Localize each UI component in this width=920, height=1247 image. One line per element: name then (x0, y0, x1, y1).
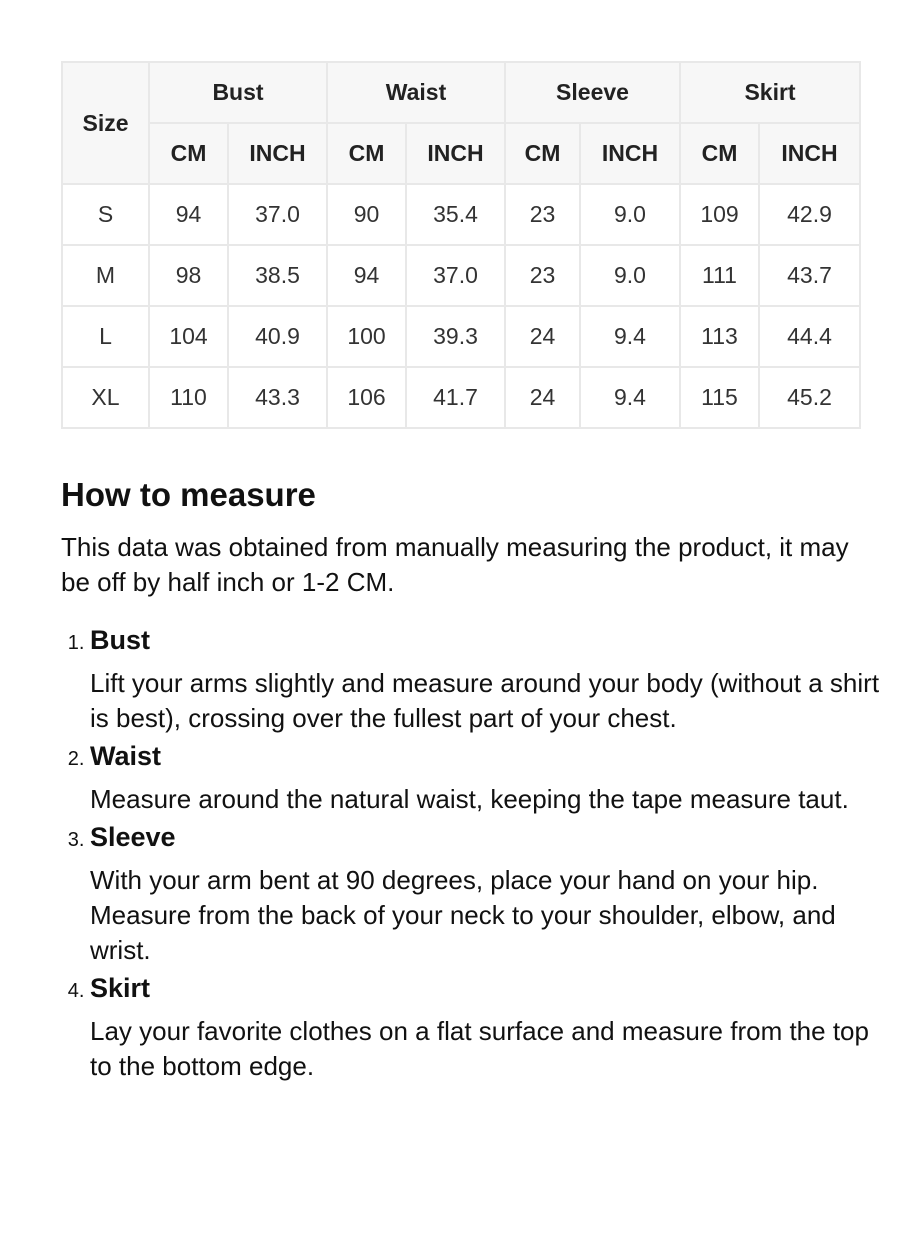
value-cell: 45.2 (757, 366, 862, 429)
section-title: How to measure (61, 476, 316, 513)
value-cell: 23 (504, 244, 581, 307)
step-item: Skirt Lay your favorite clothes on a flat… (90, 970, 880, 1084)
intro-text: This data was obtained from manually mea… (61, 532, 849, 597)
table-row: XL 110 43.3 106 41.7 24 9.4 115 45.2 (61, 366, 862, 429)
step-text: Lay your favorite clothes on a flat surf… (90, 1016, 869, 1081)
group-header-skirt: Skirt (678, 61, 862, 124)
value-cell: 104 (148, 305, 229, 368)
unit-header: INCH (405, 122, 506, 185)
value-cell: 37.0 (405, 244, 506, 307)
table-row: M 98 38.5 94 37.0 23 9.0 111 43.7 (61, 244, 862, 307)
group-header-waist: Waist (326, 61, 506, 124)
unit-header: CM (679, 122, 760, 185)
step-title: Bust (90, 625, 150, 655)
step-text: With your arm bent at 90 degrees, place … (90, 865, 836, 965)
value-cell: 98 (148, 244, 229, 307)
table-row: S 94 37.0 90 35.4 23 9.0 109 42.9 (61, 183, 862, 246)
value-cell: 23 (504, 183, 581, 246)
unit-header: INCH (757, 122, 862, 185)
group-header-bust: Bust (148, 61, 328, 124)
size-header: Size (61, 61, 150, 185)
value-cell: 9.0 (579, 183, 681, 246)
value-cell: 38.5 (227, 244, 328, 307)
value-cell: 39.3 (405, 305, 506, 368)
step-text: Measure around the natural waist, keepin… (90, 784, 849, 814)
value-cell: 90 (326, 183, 407, 246)
value-cell: 110 (148, 366, 229, 429)
value-cell: 42.9 (757, 183, 862, 246)
value-cell: 111 (679, 244, 760, 307)
value-cell: 43.3 (227, 366, 328, 429)
unit-header: INCH (579, 122, 681, 185)
value-cell: 40.9 (227, 305, 328, 368)
value-cell: 94 (326, 244, 407, 307)
size-cell: L (61, 305, 150, 368)
measure-steps: Bust Lift your arms slightly and measure … (30, 622, 880, 1086)
value-cell: 24 (504, 366, 581, 429)
value-cell: 41.7 (405, 366, 506, 429)
step-item: Waist Measure around the natural waist, k… (90, 738, 880, 817)
group-header-sleeve: Sleeve (504, 61, 681, 124)
value-cell: 94 (148, 183, 229, 246)
value-cell: 100 (326, 305, 407, 368)
table-row: L 104 40.9 100 39.3 24 9.4 113 44.4 (61, 305, 862, 368)
value-cell: 44.4 (757, 305, 862, 368)
value-cell: 9.4 (579, 366, 681, 429)
step-title: Waist (90, 741, 162, 771)
value-cell: 24 (504, 305, 581, 368)
unit-header: CM (504, 122, 581, 185)
value-cell: 35.4 (405, 183, 506, 246)
step-item: Sleeve With your arm bent at 90 degrees, … (90, 819, 880, 968)
step-item: Bust Lift your arms slightly and measure … (90, 622, 880, 736)
step-title: Skirt (90, 973, 151, 1003)
value-cell: 113 (679, 305, 760, 368)
unit-header: CM (148, 122, 229, 185)
size-cell: M (61, 244, 150, 307)
step-title: Sleeve (90, 822, 176, 852)
size-chart-table: Size Bust Waist Sleeve Skirt CM INCH CM … (61, 61, 862, 429)
value-cell: 9.0 (579, 244, 681, 307)
unit-header: CM (326, 122, 407, 185)
value-cell: 9.4 (579, 305, 681, 368)
size-cell: S (61, 183, 150, 246)
value-cell: 106 (326, 366, 407, 429)
value-cell: 109 (679, 183, 760, 246)
size-cell: XL (61, 366, 150, 429)
unit-header: INCH (227, 122, 328, 185)
value-cell: 43.7 (757, 244, 862, 307)
step-text: Lift your arms slightly and measure arou… (90, 668, 880, 733)
value-cell: 37.0 (227, 183, 328, 246)
value-cell: 115 (679, 366, 760, 429)
